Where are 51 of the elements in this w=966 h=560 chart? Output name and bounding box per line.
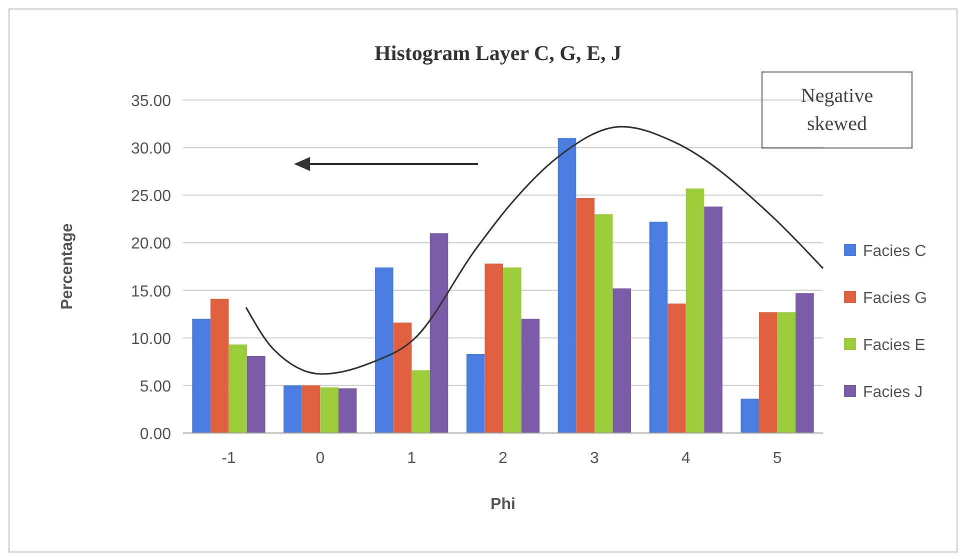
bar: [759, 312, 778, 433]
y-tick-label: 35.00: [130, 93, 172, 110]
x-tick-label: 0: [316, 450, 325, 467]
bar: [484, 264, 503, 433]
chart-title: Histogram Layer C, G, E, J: [374, 41, 622, 65]
bar: [412, 370, 430, 433]
legend-label: Facies E: [863, 337, 926, 354]
x-tick-label: 2: [498, 450, 508, 467]
y-tick-label: 10.00: [130, 330, 172, 348]
x-tick-label: -1: [222, 450, 236, 467]
bar: [649, 222, 668, 433]
bar: [503, 267, 522, 433]
bar: [247, 356, 266, 433]
bar: [594, 214, 613, 433]
bar: [686, 188, 704, 433]
x-tick-label: 1: [407, 450, 416, 467]
bar: [612, 288, 631, 433]
bar: [393, 322, 412, 433]
x-tick-label: 4: [681, 450, 690, 467]
bar: [320, 387, 338, 433]
bar: [558, 138, 576, 433]
y-tick-label: 20.00: [130, 236, 172, 253]
x-tick-label: 3: [590, 450, 599, 467]
y-tick-label: 5.00: [140, 378, 172, 396]
bar: [796, 293, 814, 433]
bar: [302, 385, 320, 433]
bar: [740, 398, 759, 433]
legend-label: Facies J: [863, 384, 923, 401]
bar: [704, 206, 722, 433]
y-tick-label: 15.00: [130, 283, 172, 300]
y-axis-title: Percentage: [59, 223, 76, 310]
bar: [668, 304, 686, 433]
x-axis-title: Phi: [490, 496, 516, 513]
bar: [777, 312, 796, 433]
annotation: Negative skewed: [800, 85, 874, 135]
bar: [284, 385, 302, 433]
legend-label: Facies C: [863, 243, 926, 260]
y-tick-label: 25.00: [130, 188, 172, 206]
bar: [338, 388, 357, 433]
bar: [192, 318, 210, 433]
bar: [375, 267, 394, 433]
bar: [228, 344, 247, 433]
bar: [521, 318, 540, 433]
x-tick-label: 5: [772, 450, 782, 467]
bar: [430, 233, 448, 433]
bar: [210, 298, 229, 433]
bar: [576, 198, 594, 433]
bar: [466, 354, 485, 433]
y-tick-label: 0.00: [140, 426, 172, 443]
y-tick-label: 30.00: [130, 140, 172, 158]
legend-label: Facies G: [863, 290, 928, 307]
